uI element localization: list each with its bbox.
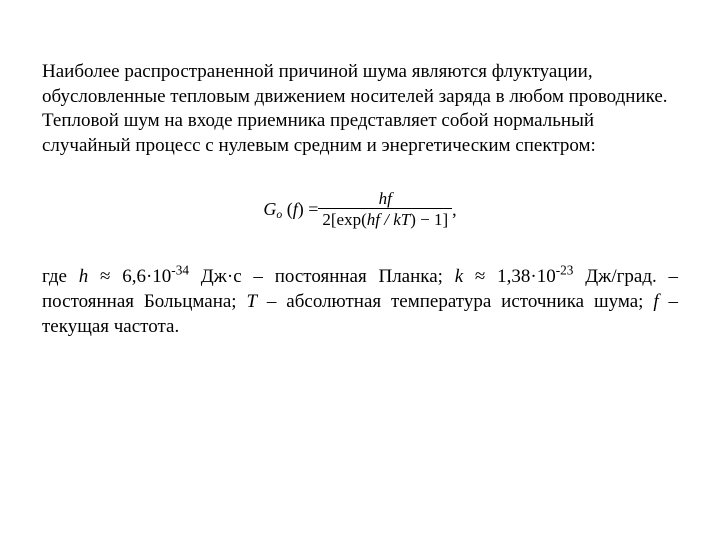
- fraction-denominator: 2[exp(hf / kT) − 1]: [318, 209, 452, 231]
- definitions-paragraph: где h ≈ 6,6·10-34 Дж·с – постоянная План…: [42, 265, 678, 339]
- sym-k: k: [455, 266, 463, 287]
- den-tail: ) − 1]: [410, 210, 448, 229]
- formula-fraction: hf 2[exp(hf / kT) − 1]: [318, 189, 452, 232]
- lhs-close-eq: ) =: [298, 199, 319, 219]
- fraction-numerator: hf: [318, 189, 452, 210]
- txt-f: – абсолютная температура источника шума;: [257, 291, 653, 312]
- txt-c: Дж·с – постоянная Планка;: [189, 266, 455, 287]
- den-lead: 2[exp(: [322, 210, 366, 229]
- txt-d: ≈ 1,38·10: [463, 266, 556, 287]
- lhs-open: (: [282, 199, 293, 219]
- intro-paragraph: Наиболее распространенной причиной шума …: [42, 60, 678, 159]
- formula-block: Go (f) = hf 2[exp(hf / kT) − 1] ,: [42, 189, 678, 232]
- den-inner: hf / kT: [367, 210, 410, 229]
- exp-minus34: -34: [171, 263, 189, 278]
- sym-T: T: [246, 291, 257, 312]
- sym-h: h: [79, 266, 89, 287]
- txt-a: где: [42, 266, 79, 287]
- sym-G: G: [263, 199, 276, 219]
- txt-b: ≈ 6,6·10: [88, 266, 171, 287]
- formula-lhs: Go (f) =: [263, 198, 318, 223]
- exp-minus23: -23: [556, 263, 574, 278]
- formula-trailing-comma: ,: [452, 199, 457, 219]
